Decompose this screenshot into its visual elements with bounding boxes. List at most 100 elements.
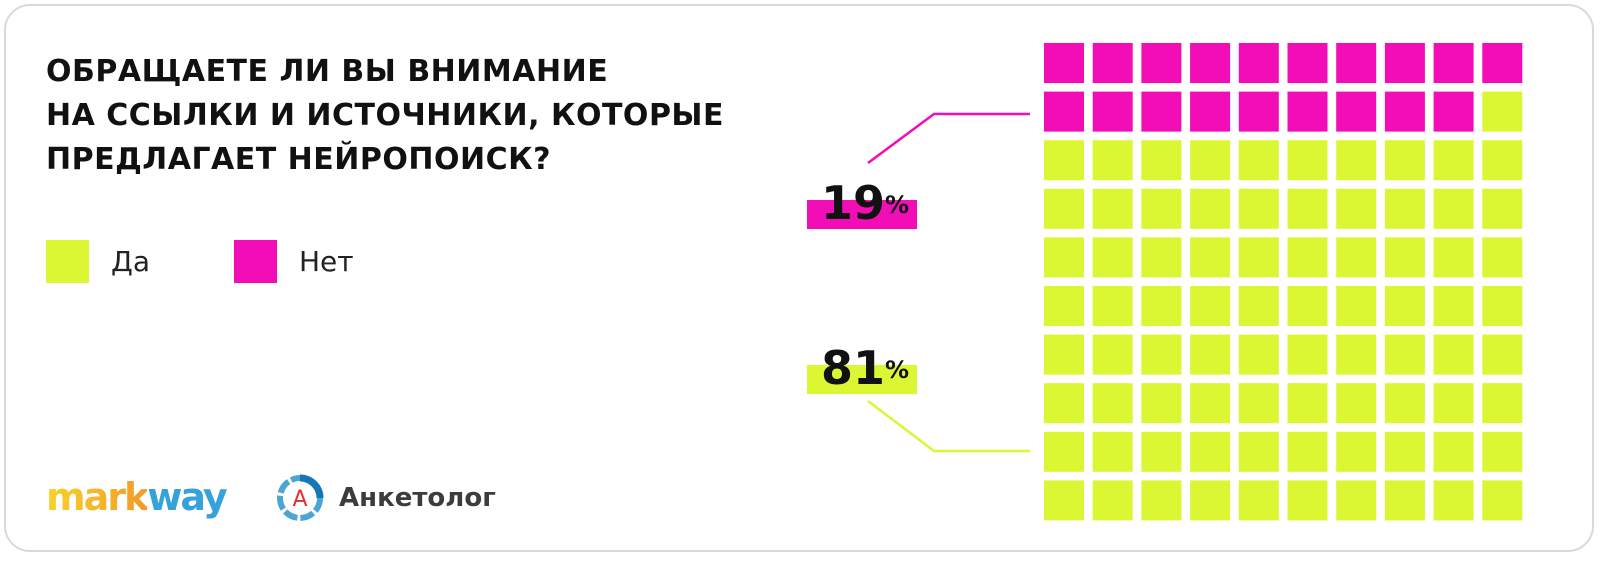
waffle-cell-yes <box>1044 140 1084 181</box>
waffle-cell-yes <box>1336 286 1377 326</box>
waffle-cell-no <box>1238 91 1279 132</box>
callout-value-no: 19 <box>821 176 886 230</box>
chart-title: ОБРАЩАЕТЕ ЛИ ВЫ ВНИМАНИЕ НА ССЫЛКИ И ИСТ… <box>46 50 806 182</box>
waffle-cell-yes <box>1044 286 1084 326</box>
waffle-cell-yes <box>1336 188 1377 229</box>
waffle-cell-no <box>1141 91 1182 132</box>
anketolog-icon: А <box>277 474 324 521</box>
waffle-cell-no <box>1092 43 1133 83</box>
waffle-cell-yes <box>1190 383 1231 424</box>
waffle-cell-yes <box>1141 383 1182 424</box>
callout-bar-no <box>807 200 917 229</box>
legend-item-no: Нет <box>234 240 354 283</box>
waffle-cell-yes <box>1092 188 1133 229</box>
waffle-cell-no <box>1238 43 1279 83</box>
waffle-cell-yes <box>1092 480 1133 521</box>
waffle-cell-yes <box>1238 140 1279 181</box>
waffle-cell-yes <box>1190 286 1231 326</box>
waffle-cell-no <box>1190 43 1231 83</box>
svg-text:А: А <box>292 487 307 512</box>
waffle-cell-yes <box>1044 431 1084 472</box>
waffle-cell-yes <box>1336 383 1377 424</box>
waffle-cell-yes <box>1433 286 1474 326</box>
waffle-cell-yes <box>1238 286 1279 326</box>
waffle-cell-yes <box>1287 480 1328 521</box>
legend-item-yes: Да <box>46 240 150 283</box>
waffle-cell-yes <box>1190 334 1231 375</box>
waffle-cell-yes <box>1141 334 1182 375</box>
waffle-cell-no <box>1190 91 1231 132</box>
waffle-cell-yes <box>1384 334 1425 375</box>
waffle-cell-yes <box>1141 286 1182 326</box>
waffle-cell-yes <box>1336 334 1377 375</box>
waffle-cell-no <box>1044 43 1084 83</box>
card <box>4 4 1594 552</box>
waffle-cell-yes <box>1238 431 1279 472</box>
waffle-cell-yes <box>1044 383 1084 424</box>
legend-swatch-yes <box>46 240 89 283</box>
waffle-cell-yes <box>1287 286 1328 326</box>
waffle-cell-no <box>1433 43 1474 83</box>
title-line: ПРЕДЛАГАЕТ НЕЙРОПОИСК? <box>46 142 552 177</box>
waffle-cell-yes <box>1384 237 1425 278</box>
waffle-cell-yes <box>1238 480 1279 521</box>
waffle-cell-yes <box>1384 431 1425 472</box>
waffle-cell-yes <box>1482 237 1523 278</box>
waffle-cell-yes <box>1433 431 1474 472</box>
waffle-cell-yes <box>1190 480 1231 521</box>
waffle-cell-yes <box>1287 431 1328 472</box>
waffle-cell-no <box>1336 43 1377 83</box>
waffle-cell-yes <box>1238 334 1279 375</box>
waffle-cell-yes <box>1433 480 1474 521</box>
waffle-cell-no <box>1384 43 1425 83</box>
waffle-cell-yes <box>1336 431 1377 472</box>
waffle-cell-yes <box>1384 188 1425 229</box>
waffle-cell-yes <box>1336 237 1377 278</box>
title-line: НА ССЫЛКИ И ИСТОЧНИКИ, КОТОРЫЕ <box>46 98 725 133</box>
waffle-cell-yes <box>1482 480 1523 521</box>
callout-unit-no: % <box>885 191 910 219</box>
waffle-cell-yes <box>1482 140 1523 181</box>
waffle-cell-yes <box>1482 188 1523 229</box>
leader-line-no <box>867 112 1030 165</box>
anketolog-text: Анкетолог <box>339 483 496 513</box>
waffle-cell-yes <box>1482 431 1523 472</box>
waffle-cell-yes <box>1044 188 1084 229</box>
waffle-cell-no <box>1287 43 1328 83</box>
waffle-cell-yes <box>1141 237 1182 278</box>
waffle-cell-yes <box>1092 237 1133 278</box>
waffle-cell-yes <box>1190 431 1231 472</box>
waffle-cell-yes <box>1141 431 1182 472</box>
waffle-cell-yes <box>1092 140 1133 181</box>
waffle-cell-yes <box>1287 140 1328 181</box>
waffle-cell-yes <box>1482 383 1523 424</box>
waffle-cell-yes <box>1141 140 1182 181</box>
waffle-cell-no <box>1092 91 1133 132</box>
waffle-cell-yes <box>1044 480 1084 521</box>
waffle-cell-no <box>1384 91 1425 132</box>
waffle-cell-yes <box>1190 237 1231 278</box>
waffle-cell-no <box>1433 91 1474 132</box>
waffle-cell-yes <box>1287 383 1328 424</box>
waffle-cell-no <box>1482 43 1523 83</box>
waffle-cell-yes <box>1092 286 1133 326</box>
waffle-cell-yes <box>1482 334 1523 375</box>
waffle-cell-yes <box>1141 188 1182 229</box>
waffle-cell-yes <box>1190 140 1231 181</box>
waffle-cell-yes <box>1433 237 1474 278</box>
waffle-cell-yes <box>1482 91 1523 132</box>
anketolog-logo: А Анкетолог <box>275 473 496 523</box>
title-line: ОБРАЩАЕТЕ ЛИ ВЫ ВНИМАНИЕ <box>46 54 609 89</box>
waffle-cell-yes <box>1433 334 1474 375</box>
waffle-cell-yes <box>1092 334 1133 375</box>
waffle-cell-yes <box>1433 188 1474 229</box>
waffle-cell-no <box>1044 91 1084 132</box>
waffle-cell-yes <box>1384 383 1425 424</box>
waffle-cell-yes <box>1190 188 1231 229</box>
waffle-cell-yes <box>1336 480 1377 521</box>
waffle-cell-yes <box>1336 140 1377 181</box>
legend-label-no: Нет <box>299 245 354 278</box>
waffle-grid <box>1044 43 1523 521</box>
waffle-cell-yes <box>1287 188 1328 229</box>
